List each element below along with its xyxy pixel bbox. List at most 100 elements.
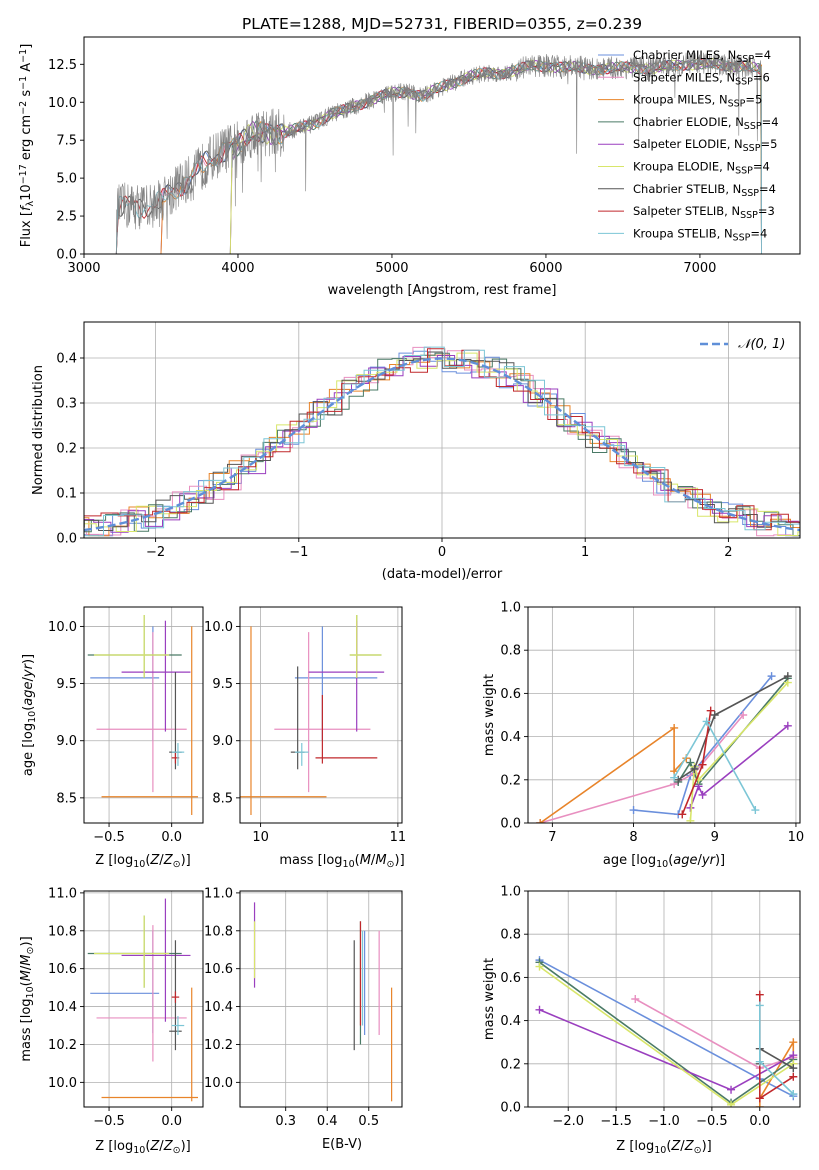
x-tick-label: −2.0 <box>552 1114 584 1129</box>
legend-entry: Salpeter STELIB, NSSP=3 <box>633 204 775 221</box>
x-tick-label: 8 <box>629 830 637 845</box>
normal-reference-curve <box>84 357 800 532</box>
axes-frame <box>83 36 801 255</box>
axes-mass-weight-vs-z: −2.0 −1.5 −1.0 −0.5 0.0 0.0 0.2 0.4 0.6 0.8 1.0 mas… <box>482 885 801 1156</box>
y-tick-label: 0.6 <box>500 971 521 986</box>
axes-age-vs-z: −0.5 0.0 8.5 9.0 9.5 10.0 Z [log10(Z/Z⊙)] age [… <box>21 606 204 870</box>
y-tick-label: 10.4 <box>204 1000 233 1015</box>
y-tick-label: 0.0 <box>500 817 521 832</box>
x-tick-label: −2 <box>146 545 165 560</box>
weight-series-line <box>539 965 794 1106</box>
x-axis-label: age [log10(age/yr)] <box>603 853 725 870</box>
x-tick-label: 7000 <box>683 261 716 276</box>
x-tick-label: −1.5 <box>600 1114 632 1129</box>
y-axis-label: mass [log10(M/M⊙)] <box>19 936 36 1061</box>
model-spectrum-line <box>229 58 762 254</box>
weight-series-line <box>539 1009 794 1091</box>
axes-mass-vs-ebv: 0.3 0.4 0.5 10.0 10.2 10.4 10.6 10.8 11.0 E(B-V) <box>204 886 403 1152</box>
y-tick-label: 11.0 <box>204 886 233 901</box>
weight-point-marker <box>755 1094 764 1103</box>
weight-series-line <box>539 961 794 1104</box>
y-tick-label: 2.5 <box>56 210 77 225</box>
histogram-step-line <box>84 348 800 531</box>
weight-point-marker <box>751 806 760 815</box>
y-tick-label: 0.0 <box>500 1101 521 1116</box>
y-tick-label: 10.0 <box>48 1076 77 1091</box>
y-axis-label: mass weight <box>482 958 497 1040</box>
y-tick-label: 5.0 <box>56 172 77 187</box>
y-tick-label: 10.0 <box>48 96 77 111</box>
y-tick-label: 0.2 <box>500 773 521 788</box>
y-tick-label: 8.5 <box>212 791 233 806</box>
weight-point-marker <box>783 721 792 730</box>
x-tick-label: 6000 <box>529 261 562 276</box>
weight-point-marker <box>789 1051 798 1060</box>
x-tick-label: 10 <box>788 830 805 845</box>
x-tick-label: 0.5 <box>358 1114 379 1129</box>
y-tick-label: 10.0 <box>48 620 77 635</box>
histogram-step-line <box>84 352 800 536</box>
y-tick-label: 10.4 <box>48 1000 77 1015</box>
x-tick-label: 5000 <box>375 261 408 276</box>
y-tick-label: 10.0 <box>204 620 233 635</box>
y-axis-label: Flux [fλ10−17 erg cm−2 s−1 A−1] <box>18 44 36 248</box>
y-tick-label: 0.4 <box>500 1014 521 1029</box>
y-tick-label: 0.8 <box>500 928 521 943</box>
x-tick-label: 11 <box>390 830 407 845</box>
legend-entry: Chabrier MILES, NSSP=4 <box>633 48 771 65</box>
weight-point-marker <box>727 1100 736 1107</box>
y-tick-label: 0.8 <box>500 644 521 659</box>
plot-area <box>84 346 800 537</box>
plot-area <box>87 898 198 1102</box>
y-tick-label: 10.6 <box>204 962 233 977</box>
y-tick-label: 0.3 <box>56 397 77 412</box>
y-tick-label: 10.2 <box>204 1038 233 1053</box>
x-axis-label: Z [log10(Z/Z⊙)] <box>95 853 190 870</box>
weight-point-marker <box>670 723 679 732</box>
x-tick-label: 2 <box>724 545 732 560</box>
weight-point-marker <box>755 1001 764 1010</box>
weight-series-line <box>633 675 773 816</box>
y-tick-label: 0.0 <box>56 532 77 547</box>
legend: Chabrier MILES, NSSP=4 Salpeter MILES, NS… <box>598 48 779 243</box>
weight-point-marker <box>686 816 695 823</box>
y-tick-label: 9.0 <box>212 734 233 749</box>
y-tick-label: 0.1 <box>56 487 77 502</box>
y-tick-label: 9.5 <box>212 677 233 692</box>
weight-point-marker <box>670 773 679 782</box>
weight-point-marker <box>710 711 719 719</box>
x-tick-label: −1 <box>289 545 308 560</box>
model-spectrum-line <box>229 58 762 254</box>
weight-point-marker <box>755 1103 764 1107</box>
legend-entry: Chabrier ELODIE, NSSP=4 <box>633 115 779 132</box>
plot-area <box>115 52 762 254</box>
x-axis-label: E(B-V) <box>322 1137 362 1152</box>
y-tick-label: 9.0 <box>56 734 77 749</box>
legend-entry: Kroupa STELIB, NSSP=4 <box>633 226 767 243</box>
plots-layer: 3000 4000 5000 6000 70000.02.55.07.510.012.5… <box>18 36 805 1156</box>
y-tick-label: 9.5 <box>56 677 77 692</box>
axes-frame <box>83 606 204 824</box>
axes-frame <box>527 606 801 824</box>
histogram-step-line <box>84 346 800 537</box>
x-tick-label: −1.0 <box>648 1114 680 1129</box>
y-axis-label: age [log10(age/yr)] <box>21 654 38 776</box>
y-tick-label: 0.2 <box>500 1057 521 1072</box>
x-tick-label: 3000 <box>67 261 100 276</box>
axes-age-vs-mass: 10 11 8.5 9.0 9.5 10.0 mass [log10(M/M⊙)] <box>204 606 407 870</box>
y-tick-label: 10.2 <box>48 1038 77 1053</box>
axes-mass-vs-z: −0.5 0.0 10.0 10.2 10.4 10.6 10.8 11.0 Z [log10(… <box>19 886 204 1156</box>
weight-point-marker <box>789 1064 798 1073</box>
weight-series-line <box>677 675 789 781</box>
y-tick-label: 10.6 <box>48 962 77 977</box>
weight-point-marker <box>629 806 638 815</box>
y-tick-label: 1.0 <box>500 601 521 616</box>
x-axis-label: (data-model)/error <box>382 567 503 582</box>
figure-title: PLATE=1288, MJD=52731, FIBERID=0355, z=0… <box>242 15 642 33</box>
legend-entry: 𝒩(0, 1) <box>738 337 785 352</box>
x-tick-label: −0.5 <box>93 830 125 845</box>
weight-point-marker <box>755 1057 764 1066</box>
legend-entry: Chabrier STELIB, NSSP=4 <box>633 182 776 199</box>
x-tick-label: 4000 <box>221 261 254 276</box>
plot-area <box>536 672 792 823</box>
